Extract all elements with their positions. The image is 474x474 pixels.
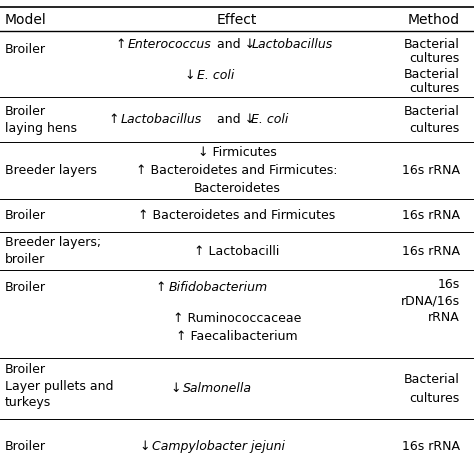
Text: Broiler: Broiler [5, 440, 46, 453]
Text: cultures: cultures [410, 52, 460, 65]
Text: Breeder layers: Breeder layers [5, 164, 97, 177]
Text: ↑ Bacteroidetes and Firmicutes:: ↑ Bacteroidetes and Firmicutes: [136, 164, 338, 177]
Text: ↓: ↓ [140, 440, 155, 453]
Text: cultures: cultures [410, 122, 460, 135]
Text: Effect: Effect [217, 13, 257, 27]
Text: rRNA: rRNA [428, 311, 460, 324]
Text: E. coli: E. coli [251, 113, 289, 126]
Text: Model: Model [5, 13, 46, 27]
Text: Enterococcus: Enterococcus [128, 37, 212, 51]
Text: ↑: ↑ [109, 113, 124, 126]
Text: ↑: ↑ [156, 282, 171, 294]
Text: Lactobacillus: Lactobacillus [121, 113, 202, 126]
Text: ↓ Firmicutes: ↓ Firmicutes [198, 146, 276, 159]
Text: E. coli: E. coli [197, 69, 234, 82]
Text: Bacteroidetes: Bacteroidetes [193, 182, 281, 195]
Text: Method: Method [408, 13, 460, 27]
Text: Broiler: Broiler [5, 282, 46, 294]
Text: Bacterial: Bacterial [404, 105, 460, 118]
Text: Bacterial: Bacterial [404, 37, 460, 51]
Text: Broiler: Broiler [5, 363, 46, 376]
Text: 16s rRNA: 16s rRNA [402, 245, 460, 258]
Text: 16s rRNA: 16s rRNA [402, 164, 460, 177]
Text: Broiler: Broiler [5, 43, 46, 56]
Text: Campylobacter jejuni: Campylobacter jejuni [152, 440, 285, 453]
Text: Broiler: Broiler [5, 105, 46, 118]
Text: Bifidobacterium: Bifidobacterium [168, 282, 267, 294]
Text: 16s: 16s [438, 278, 460, 291]
Text: Layer pullets and: Layer pullets and [5, 380, 113, 393]
Text: turkeys: turkeys [5, 396, 51, 410]
Text: ↑ Lactobacilli: ↑ Lactobacilli [194, 245, 280, 258]
Text: ↑ Bacteroidetes and Firmicutes: ↑ Bacteroidetes and Firmicutes [138, 209, 336, 222]
Text: ↑ Faecalibacterium: ↑ Faecalibacterium [176, 330, 298, 343]
Text: Salmonella: Salmonella [182, 382, 252, 395]
Text: Lactobacillus: Lactobacillus [251, 37, 332, 51]
Text: 16s rRNA: 16s rRNA [402, 209, 460, 222]
Text: ↑: ↑ [116, 37, 131, 51]
Text: ↓: ↓ [185, 69, 200, 82]
Text: Broiler: Broiler [5, 209, 46, 222]
Text: ↓: ↓ [171, 382, 185, 395]
Text: and ↓: and ↓ [213, 113, 259, 126]
Text: ↑ Ruminococcaceae: ↑ Ruminococcaceae [173, 312, 301, 325]
Text: Bacterial: Bacterial [404, 68, 460, 81]
Text: 16s rRNA: 16s rRNA [402, 440, 460, 453]
Text: cultures: cultures [410, 392, 460, 405]
Text: Breeder layers;: Breeder layers; [5, 236, 101, 249]
Text: Bacterial: Bacterial [404, 373, 460, 386]
Text: rDNA/16s: rDNA/16s [401, 294, 460, 307]
Text: broiler: broiler [5, 253, 45, 266]
Text: and ↓: and ↓ [213, 37, 259, 51]
Text: cultures: cultures [410, 82, 460, 95]
Text: laying hens: laying hens [5, 122, 77, 135]
